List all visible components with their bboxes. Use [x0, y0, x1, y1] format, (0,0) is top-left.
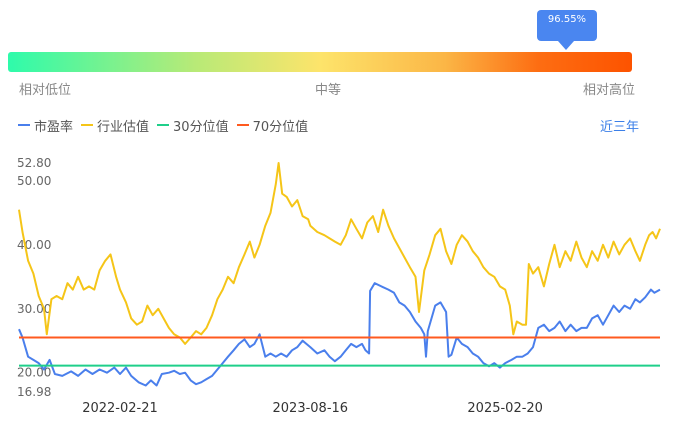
y-tick-label: 30.00 [17, 302, 51, 316]
chart-legend: 市盈率 行业估值 30分位值 70分位值 [18, 116, 316, 135]
legend-label-industry: 行业估值 [97, 119, 150, 135]
x-tick-label: 2023-08-16 [273, 401, 349, 416]
y-tick-label: 50.00 [17, 174, 51, 188]
scale-high-label: 相对高位 [583, 83, 636, 98]
y-tick-label: 40.00 [17, 238, 51, 252]
x-tick-label: 2025-02-20 [467, 401, 543, 416]
legend-swatch-p30 [157, 124, 170, 126]
legend-label-p70: 70分位值 [252, 119, 309, 135]
y-tick-label: 52.80 [17, 156, 51, 170]
period-selector-link[interactable]: 近三年 [600, 120, 640, 135]
legend-swatch-industry [81, 124, 94, 126]
scale-mid-label: 中等 [315, 83, 342, 98]
legend-label-p30: 30分位值 [173, 119, 229, 135]
legend-label-pe: 市盈率 [34, 119, 74, 135]
y-tick-label: 20.00 [17, 366, 51, 380]
legend-item-industry[interactable]: 行业估值 [81, 116, 149, 135]
legend-swatch-pe [18, 124, 30, 126]
legend-item-p30[interactable]: 30分位值 [157, 116, 229, 135]
series-line-pe [18, 282, 661, 387]
scale-low-label: 相对低位 [19, 83, 72, 98]
percentile-tooltip: 96.55% [537, 10, 597, 50]
legend-item-pe[interactable]: 市盈率 [18, 116, 73, 135]
legend-item-p70[interactable]: 70分位值 [236, 116, 309, 135]
x-tick-label: 2022-02-21 [82, 401, 158, 416]
series-line-industry [18, 162, 661, 345]
legend-swatch-p70 [236, 124, 249, 126]
y-tick-label: 16.98 [17, 385, 51, 399]
percentile-gradient-bar [8, 52, 632, 72]
